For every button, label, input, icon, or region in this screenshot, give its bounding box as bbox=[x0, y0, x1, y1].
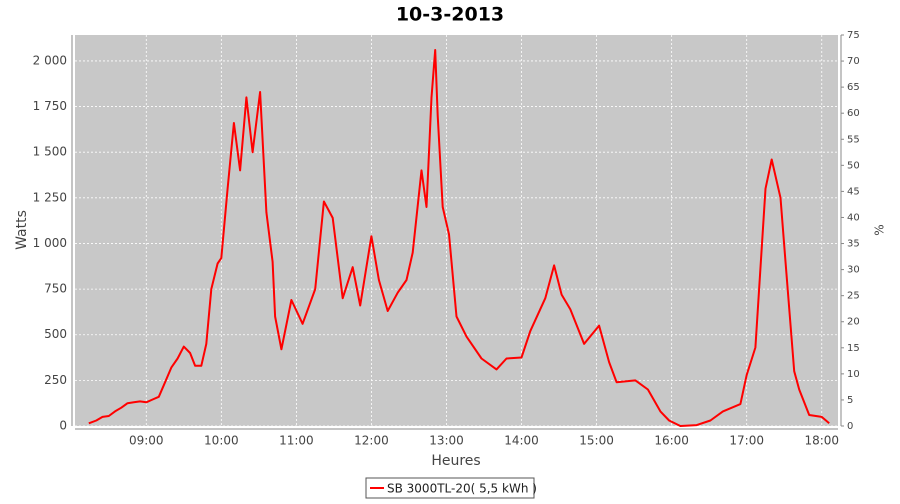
y2-tick-label: 0 bbox=[847, 421, 853, 432]
y2-tick-label: 5 bbox=[847, 395, 853, 406]
y2-tick-label: 55 bbox=[847, 134, 860, 145]
x-tick-label: 16:00 bbox=[654, 434, 689, 448]
x-tick-label: 11:00 bbox=[279, 434, 314, 448]
y-tick-label: 500 bbox=[44, 327, 67, 341]
y2-tick-label: 65 bbox=[847, 82, 860, 93]
x-tick-label: 15:00 bbox=[579, 434, 614, 448]
y2-tick-label: 25 bbox=[847, 291, 860, 302]
y-tick-label: 1 000 bbox=[33, 236, 67, 250]
x-tick-label: 17:00 bbox=[729, 434, 764, 448]
x-tick-label: 09:00 bbox=[129, 434, 164, 448]
legend bbox=[365, 477, 535, 499]
y-tick-label: 2 000 bbox=[33, 53, 67, 67]
y-tick-label: 750 bbox=[44, 282, 67, 296]
y2-tick-label: 45 bbox=[847, 186, 860, 197]
y2-tick-label: 10 bbox=[847, 369, 860, 380]
y2-tick-label: 30 bbox=[847, 265, 860, 276]
chart-title: 10-3-2013 bbox=[396, 4, 504, 26]
y-axis-label: Watts bbox=[14, 210, 30, 250]
x-tick-label: 14:00 bbox=[504, 434, 539, 448]
y2-tick-label: 20 bbox=[847, 317, 860, 328]
plot-area bbox=[75, 35, 838, 426]
y2-tick-label: 40 bbox=[847, 212, 860, 223]
x-tick-label: 18:00 bbox=[804, 434, 839, 448]
y2-tick-label: 70 bbox=[847, 56, 860, 67]
y2-tick-label: 50 bbox=[847, 160, 860, 171]
y-tick-label: 1 750 bbox=[33, 99, 67, 113]
y2-tick-label: 35 bbox=[847, 239, 860, 250]
y-tick-label: 0 bbox=[59, 419, 67, 433]
data-line bbox=[88, 49, 830, 427]
x-axis-label: Heures bbox=[431, 453, 480, 469]
y2-axis-label: % bbox=[873, 224, 887, 235]
x-tick-label: 10:00 bbox=[204, 434, 239, 448]
legend-label: SB 3000TL-20( 5,5 kWh ) bbox=[387, 482, 537, 496]
x-tick-label: 12:00 bbox=[354, 434, 389, 448]
y2-tick-label: 15 bbox=[847, 343, 860, 354]
y2-tick-label: 75 bbox=[847, 30, 860, 41]
y-tick-label: 1 250 bbox=[33, 190, 67, 204]
x-tick-label: 13:00 bbox=[429, 434, 464, 448]
y-tick-label: 1 500 bbox=[33, 145, 67, 159]
y-tick-label: 250 bbox=[44, 373, 67, 387]
y2-tick-label: 60 bbox=[847, 108, 860, 119]
